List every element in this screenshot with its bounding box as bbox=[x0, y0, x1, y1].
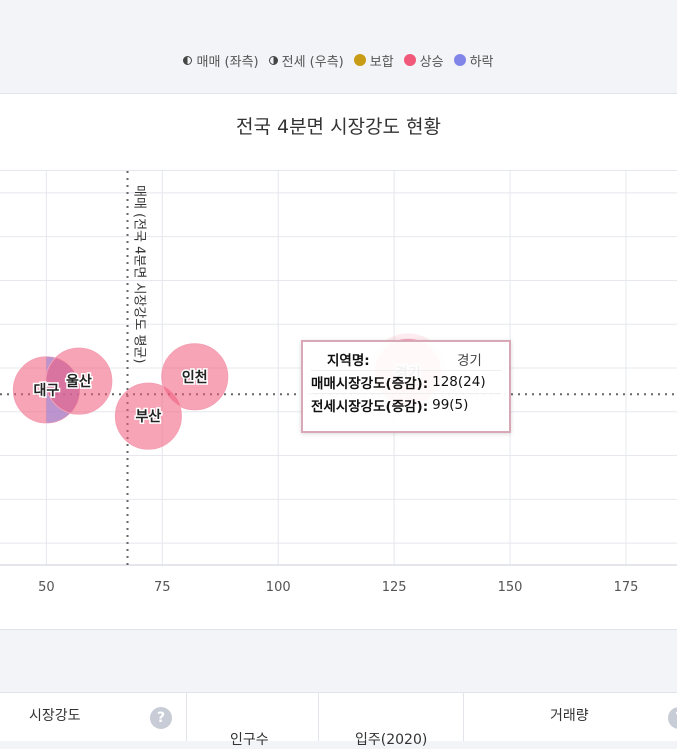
tooltip-key-sale: 매매시장강도(증감): bbox=[311, 376, 429, 392]
th-move-in: 입주(2020) bbox=[355, 732, 428, 748]
bubble-label: 부산 bbox=[136, 408, 162, 425]
legend-item-rise[interactable]: 상승 bbox=[403, 51, 444, 70]
tooltip-key-jeonse: 전세시장강도(증감): bbox=[311, 399, 429, 415]
bubble-울산 bbox=[45, 347, 113, 415]
legend-label-jeonse: 전세 (우측) bbox=[281, 54, 344, 70]
x-tick-label: 150 bbox=[498, 580, 523, 595]
column-divider bbox=[186, 693, 187, 741]
bubble-label: 인천 bbox=[182, 369, 208, 386]
table-header: 시장강도 ? 인구수 입주(2020) 거래량 ? bbox=[0, 692, 677, 748]
column-divider bbox=[463, 693, 464, 741]
legend-item-flat[interactable]: 보합 bbox=[353, 51, 394, 70]
th-population: 인구수 bbox=[230, 732, 269, 748]
x-tick-label: 75 bbox=[154, 580, 171, 595]
legend-item-jeonse[interactable]: 전세 (우측) bbox=[268, 51, 344, 70]
chart-panel: 전국 4분면 시장강도 현황 50 75 100 125 150 175 매매 (전국 4분… bbox=[0, 93, 677, 630]
x-tick-label: 175 bbox=[614, 580, 639, 595]
chart-title: 전국 4분면 시장강도 현황 bbox=[235, 116, 441, 138]
tooltip-key-region: 지역명: bbox=[327, 353, 370, 369]
legend-dot-fall-icon bbox=[453, 54, 466, 66]
data-tooltip: 지역명: 경기 매매시장강도(증감): 128(24) 전세시장강도(증감): … bbox=[301, 340, 511, 433]
bubble-부산 bbox=[114, 382, 182, 450]
legend-label-sale: 매매 (좌측) bbox=[196, 54, 259, 70]
vertical-line-label: 매매 (전국 4분면 시장강도 평균) bbox=[132, 185, 147, 363]
tooltip-row-region: 지역명: 경기 bbox=[311, 348, 501, 371]
x-tick-label: 100 bbox=[266, 580, 291, 595]
title-divider bbox=[0, 170, 677, 171]
column-divider bbox=[318, 693, 319, 741]
legend-label-flat: 보합 bbox=[369, 54, 394, 70]
x-tick-label: 125 bbox=[382, 580, 407, 595]
tooltip-row-jeonse: 전세시장강도(증감): 99(5) bbox=[311, 394, 501, 416]
help-icon-2[interactable]: ? bbox=[668, 707, 677, 729]
half-circle-left-icon bbox=[183, 55, 193, 65]
legend-label-rise: 상승 bbox=[419, 54, 444, 70]
tooltip-value-jeonse: 99(5) bbox=[432, 397, 469, 413]
th-trade-volume: 거래량 bbox=[550, 708, 589, 724]
x-tick-label: 50 bbox=[38, 580, 55, 595]
tooltip-row-sale: 매매시장강도(증감): 128(24) bbox=[311, 371, 501, 394]
th-market-strength: 시장강도 bbox=[29, 708, 81, 724]
legend-dot-rise-icon bbox=[403, 54, 416, 66]
bubble-인천 bbox=[161, 343, 229, 411]
bubble-label: 울산 bbox=[66, 373, 92, 390]
legend-item-fall[interactable]: 하락 bbox=[453, 51, 494, 70]
chart-legend: 매매 (좌측) 전세 (우측) 보합 상승 하락 bbox=[0, 44, 677, 76]
legend-dot-flat-icon bbox=[353, 54, 366, 66]
tooltip-value-sale: 128(24) bbox=[432, 374, 486, 390]
bubble-label: 대구 bbox=[33, 383, 59, 399]
help-icon[interactable]: ? bbox=[150, 707, 172, 729]
tooltip-value-region: 경기 bbox=[457, 353, 482, 369]
half-circle-right-icon bbox=[268, 55, 278, 65]
legend-label-fall: 하락 bbox=[469, 54, 494, 70]
legend-item-sale[interactable]: 매매 (좌측) bbox=[183, 51, 259, 70]
